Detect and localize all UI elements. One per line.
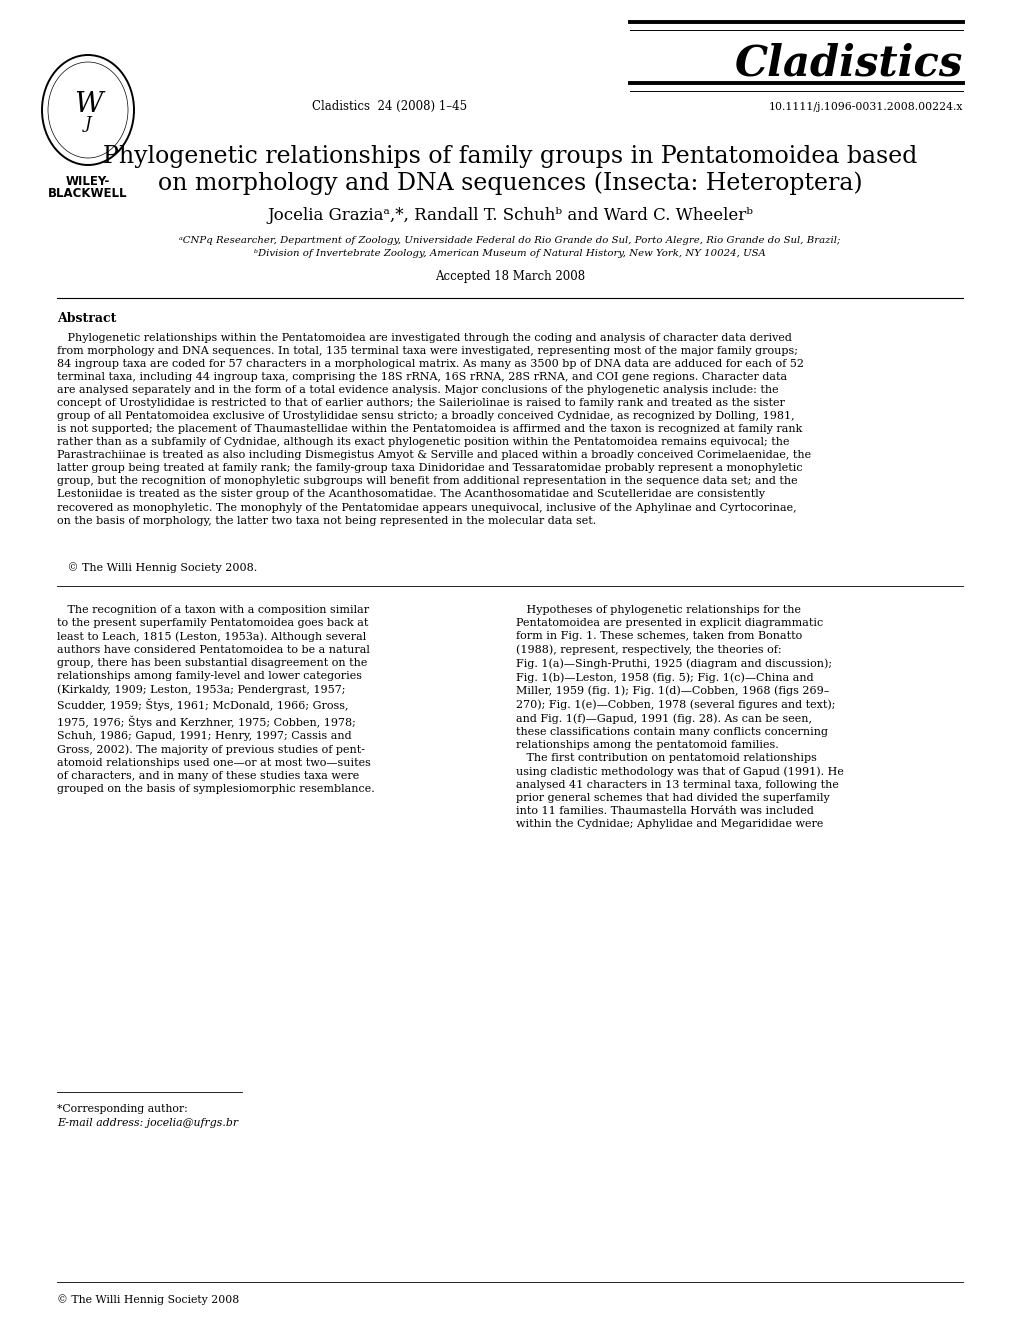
Text: Hypotheses of phylogenetic relationships for the
Pentatomoidea are presented in : Hypotheses of phylogenetic relationships…: [516, 604, 843, 829]
Text: ᵇDivision of Invertebrate Zoology, American Museum of Natural History, New York,: ᵇDivision of Invertebrate Zoology, Ameri…: [254, 249, 765, 259]
Text: W: W: [73, 91, 102, 118]
Text: Phylogenetic relationships within the Pentatomoidea are investigated through the: Phylogenetic relationships within the Pe…: [57, 334, 810, 525]
Text: © The Willi Hennig Society 2008: © The Willi Hennig Society 2008: [57, 1294, 239, 1305]
Text: Phylogenetic relationships of family groups in Pentatomoidea based: Phylogenetic relationships of family gro…: [103, 145, 916, 168]
Text: Cladistics  24 (2008) 1–45: Cladistics 24 (2008) 1–45: [312, 100, 467, 113]
Text: The recognition of a taxon with a composition similar
to the present superfamily: The recognition of a taxon with a compos…: [57, 604, 374, 793]
Text: on morphology and DNA sequences (Insecta: Heteroptera): on morphology and DNA sequences (Insecta…: [158, 172, 861, 194]
Text: © The Willi Hennig Society 2008.: © The Willi Hennig Society 2008.: [57, 561, 257, 572]
Text: E-mail address: jocelia@ufrgs.br: E-mail address: jocelia@ufrgs.br: [57, 1118, 237, 1128]
Text: J: J: [85, 115, 92, 133]
Text: 10.1111/j.1096-0031.2008.00224.x: 10.1111/j.1096-0031.2008.00224.x: [767, 102, 962, 113]
Text: Cladistics: Cladistics: [734, 42, 962, 84]
Text: *Corresponding author:: *Corresponding author:: [57, 1104, 187, 1114]
Text: WILEY-: WILEY-: [66, 176, 110, 188]
Text: BLACKWELL: BLACKWELL: [48, 188, 127, 200]
Text: ᵃCNPq Researcher, Department of Zoology, Universidade Federal do Rio Grande do S: ᵃCNPq Researcher, Department of Zoology,…: [179, 236, 840, 245]
Text: Accepted 18 March 2008: Accepted 18 March 2008: [434, 269, 585, 283]
Text: Jocelia Graziaᵃ,*, Randall T. Schuhᵇ and Ward C. Wheelerᵇ: Jocelia Graziaᵃ,*, Randall T. Schuhᵇ and…: [267, 206, 752, 224]
Text: Abstract: Abstract: [57, 312, 116, 326]
